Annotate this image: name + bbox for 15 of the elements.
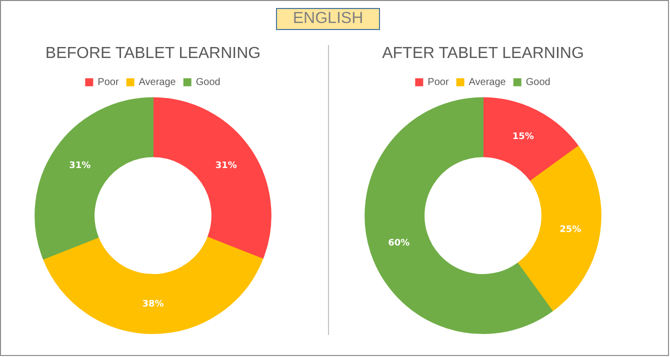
data-label: 25%	[560, 224, 582, 235]
legend-label: Average	[468, 76, 506, 88]
data-label: 31%	[215, 161, 237, 172]
data-label: 38%	[142, 299, 164, 310]
legend-label: Good	[196, 76, 220, 88]
legend-label: Good	[526, 76, 550, 88]
legend-label: Poor	[98, 76, 120, 88]
chart-title: BEFORE TABLET LEARNING	[45, 45, 261, 62]
chart-title: AFTER TABLET LEARNING	[382, 45, 584, 62]
text: ENGLISH	[276, 8, 380, 30]
legend-label: Average	[138, 76, 176, 88]
legend-label: Poor	[428, 76, 450, 88]
data-label: 15%	[512, 132, 534, 142]
data-label: 31%	[69, 161, 91, 172]
data-label: 60%	[388, 238, 410, 248]
